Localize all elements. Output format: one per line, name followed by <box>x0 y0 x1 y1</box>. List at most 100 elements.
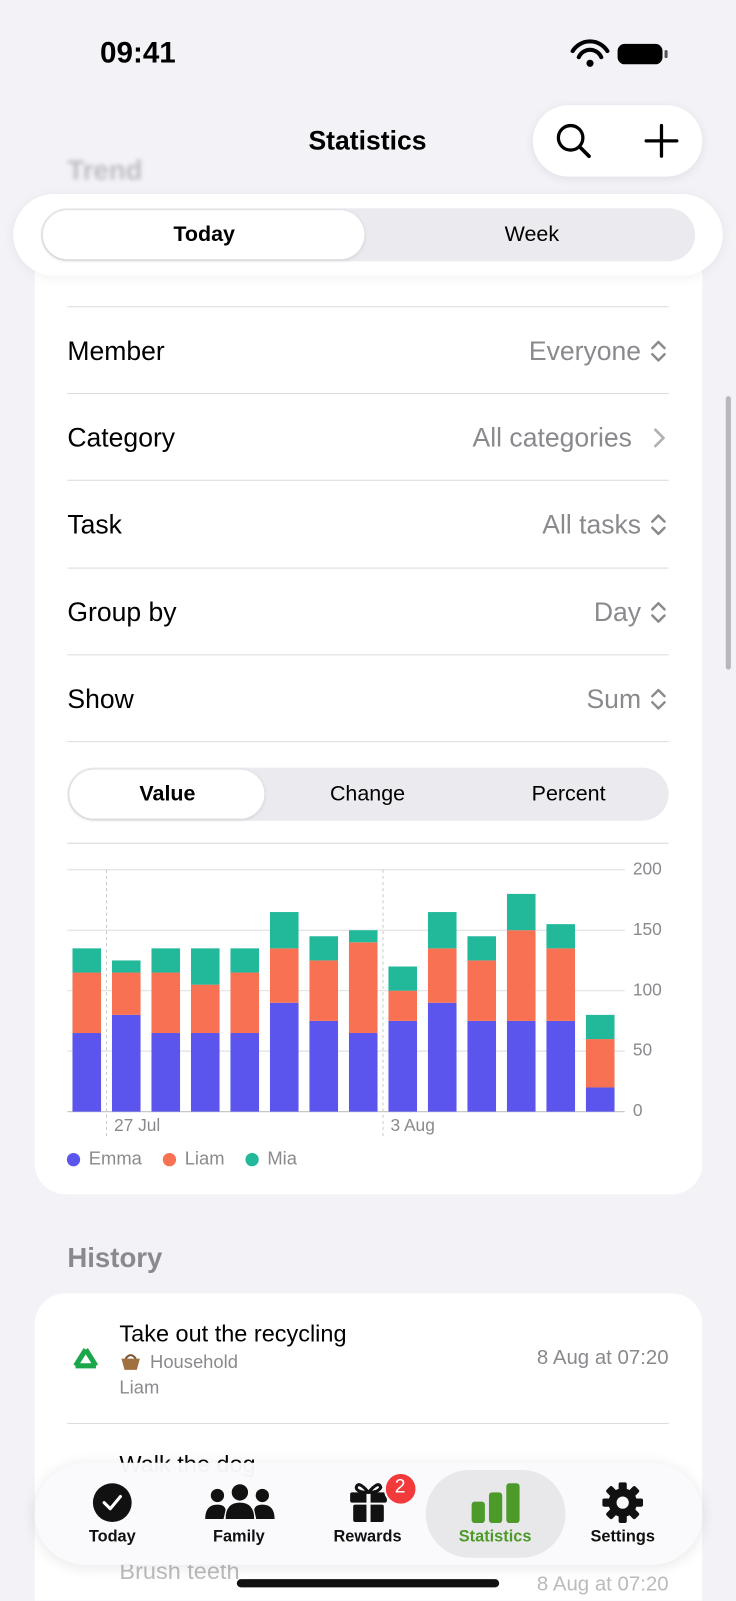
legend-label: Mia <box>267 1147 297 1168</box>
filter-label[interactable]: Group by <box>67 596 177 628</box>
period-segment: Today Week <box>13 193 723 276</box>
legend-label: Emma <box>89 1147 143 1168</box>
bar-segment <box>348 942 378 1034</box>
tab-icon[interactable] <box>348 1480 389 1523</box>
filter-label[interactable]: Category <box>67 422 176 453</box>
bar-segment <box>230 1033 260 1112</box>
add-button[interactable] <box>643 122 680 159</box>
bar-segment <box>151 948 181 973</box>
nav-title: Statistics <box>308 125 427 156</box>
status-time: 09:41 <box>100 36 176 70</box>
bar-segment <box>269 912 299 949</box>
segment-option[interactable]: Week <box>504 222 560 247</box>
bar-segment <box>585 1039 615 1088</box>
separator <box>67 654 669 656</box>
bar-segment <box>546 948 576 1021</box>
separator <box>67 306 669 308</box>
filter-value[interactable]: Everyone <box>528 335 642 366</box>
right-chevron <box>654 428 665 448</box>
bar-segment <box>269 1002 299 1112</box>
tab-label[interactable]: Today <box>88 1528 136 1546</box>
bar-segment <box>190 984 220 1034</box>
tab-icon[interactable] <box>602 1482 644 1524</box>
bar-segment <box>230 948 260 973</box>
basket-icon <box>121 1354 140 1370</box>
bar-segment <box>506 893 536 931</box>
bar-segment <box>467 936 497 961</box>
separator <box>67 393 669 395</box>
filter-value[interactable]: Day <box>593 596 642 628</box>
filter-label[interactable]: Member <box>67 335 165 366</box>
tab-label[interactable]: Rewards <box>333 1528 402 1546</box>
segment-option[interactable]: Percent <box>531 781 606 806</box>
status-icons <box>570 39 668 67</box>
updown-chevron <box>651 514 666 536</box>
bar-segment <box>467 1020 497 1112</box>
updown-chevron <box>651 340 666 362</box>
bar-segment <box>348 1033 378 1112</box>
bar-segment <box>72 948 102 973</box>
bar-segment <box>585 1014 615 1040</box>
tab-icon[interactable] <box>92 1482 133 1523</box>
legend-label: Liam <box>185 1147 225 1168</box>
bar-segment <box>111 972 141 1015</box>
bar-segment <box>427 912 457 949</box>
x-tick-label: 3 Aug <box>390 1115 434 1135</box>
bar-segment <box>546 924 576 949</box>
tab-icon[interactable] <box>203 1482 276 1523</box>
search-button[interactable] <box>553 120 594 161</box>
bar-segment <box>190 948 220 985</box>
filter-value[interactable]: All categories <box>472 422 632 453</box>
filter-value[interactable]: All tasks <box>542 508 642 540</box>
bar-segment <box>388 1020 418 1112</box>
bar-segment <box>388 990 418 1021</box>
segment-selected[interactable] <box>42 210 365 260</box>
bar-segment <box>72 1033 102 1112</box>
segment-option[interactable]: Value <box>139 781 196 806</box>
tab-label[interactable]: Settings <box>590 1528 655 1546</box>
recycle-icon <box>73 1348 99 1369</box>
history-category: Household <box>150 1351 238 1372</box>
separator <box>67 479 669 481</box>
bar-segment <box>230 972 260 1034</box>
section-title: History <box>67 1242 163 1273</box>
tab-label[interactable]: Family <box>212 1528 265 1546</box>
filter-label[interactable]: Task <box>67 508 122 540</box>
y-tick-label: 50 <box>633 1040 652 1060</box>
filter-value[interactable]: Sum <box>586 683 642 715</box>
bar-segment <box>467 960 497 1021</box>
history-time: 8 Aug at 07:20 <box>536 1573 669 1596</box>
bar-segment <box>269 948 299 1003</box>
bar-segment <box>585 1087 615 1112</box>
y-tick-label: 0 <box>633 1100 643 1120</box>
bar-segment <box>309 960 339 1021</box>
nav-actions <box>532 105 703 177</box>
filter-label[interactable]: Show <box>67 683 134 715</box>
bar-segment <box>151 1033 181 1112</box>
badge <box>383 1471 418 1506</box>
legend-swatch <box>245 1152 259 1167</box>
mode-segment <box>67 767 669 821</box>
separator <box>67 741 669 743</box>
background-section-title: Trend <box>67 155 143 186</box>
tab-label[interactable]: Statistics <box>458 1528 532 1546</box>
segment-selected[interactable] <box>69 769 265 819</box>
bar-segment <box>427 948 457 1003</box>
separator <box>67 567 669 569</box>
separator <box>67 1422 669 1425</box>
y-tick-label: 150 <box>633 919 662 939</box>
segment-option[interactable]: Change <box>329 781 406 806</box>
bar-segment <box>388 966 418 991</box>
bar-segment <box>506 1020 536 1112</box>
bar-segment <box>190 1033 220 1112</box>
history-time: 8 Aug at 07:20 <box>536 1346 669 1369</box>
bar-segment <box>151 972 181 1034</box>
history-member: Liam <box>119 1377 160 1398</box>
history-title[interactable]: Take out the recycling <box>119 1319 347 1347</box>
tab-icon[interactable] <box>471 1482 522 1524</box>
legend-swatch <box>162 1152 177 1167</box>
segment-option[interactable]: Today <box>173 222 235 247</box>
y-tick-label: 100 <box>633 979 662 999</box>
